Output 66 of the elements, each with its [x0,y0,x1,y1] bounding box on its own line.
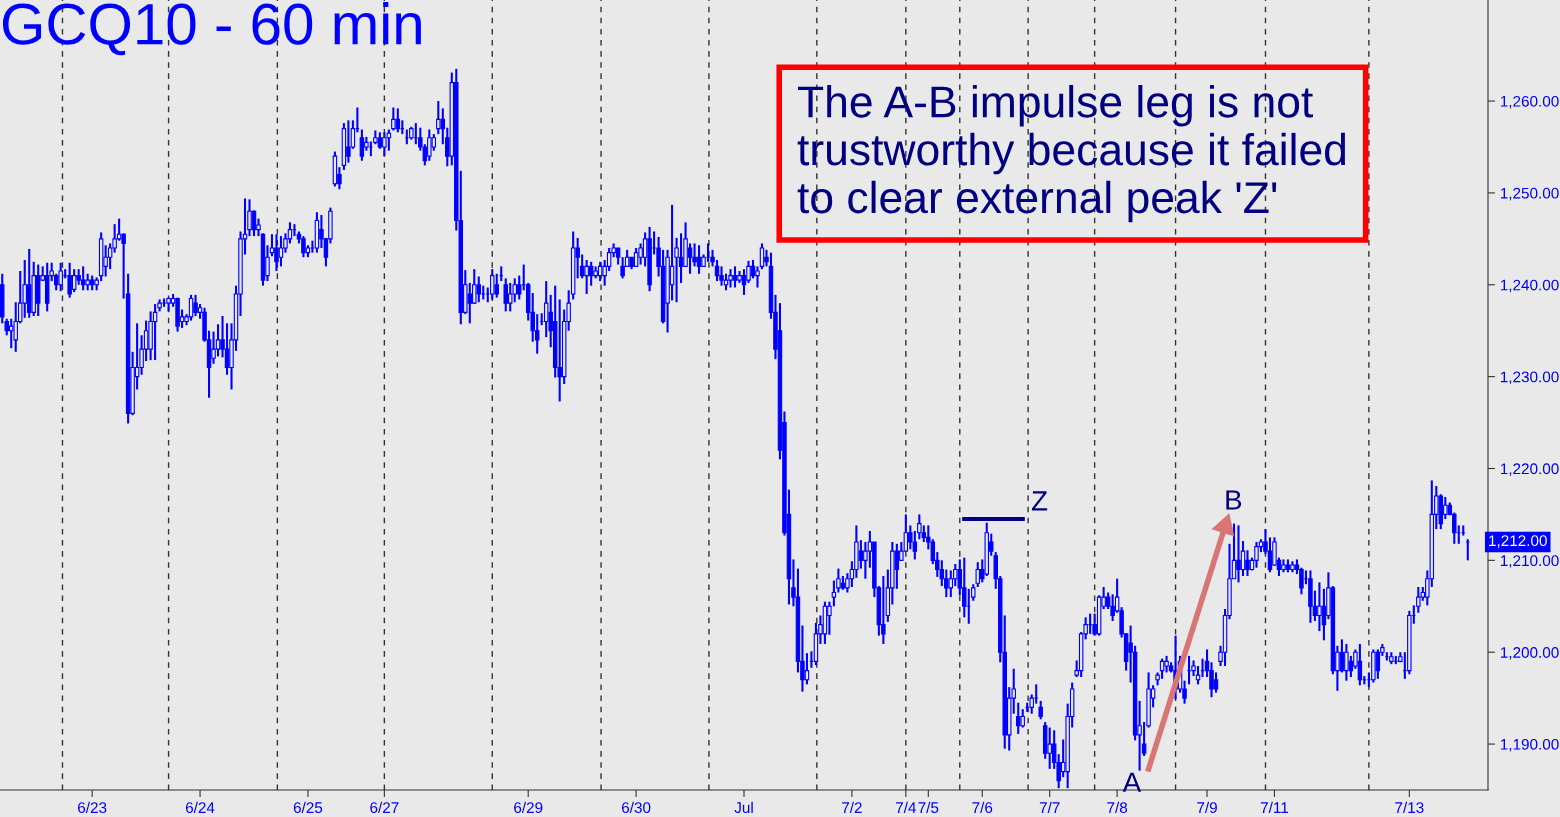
candlestick [633,246,639,268]
candlestick [278,235,284,268]
candlestick [188,293,194,322]
x-tick-label: 7/7 [1039,801,1060,814]
candlestick [193,293,198,318]
candlestick [1038,699,1043,721]
candlestick [1213,671,1219,694]
candlestick [975,561,981,589]
candlestick [346,119,351,164]
text: 1,212.00 [1489,535,1547,548]
x-tick-label: Jul [734,801,753,814]
candlestick [391,106,396,132]
y-tick-label: 1,190.00 [1500,738,1559,752]
candlestick [467,281,473,325]
y-tick-label: 1,250.00 [1500,187,1559,201]
candlestick [1245,549,1250,578]
x-tick-label: 7/9 [1197,801,1217,814]
x-tick-label: 7/4 [896,801,917,814]
candlestick [301,235,306,259]
candlestick [80,265,86,292]
candlestick [58,261,63,293]
candlestick [1236,524,1241,584]
candlestick [728,268,733,289]
candlestick [620,256,625,280]
x-tick-label: 7/2 [842,801,862,814]
annotation: A [1122,772,1142,792]
candlestick [382,131,387,158]
candlestick [638,242,643,266]
candlestick [71,268,77,294]
x-tick-label: 6/25 [293,801,323,814]
x-tick-label: 6/27 [370,801,399,814]
annotation: The A-B impulse leg is not trustworthy because it failed to clear external peak 'Z' [797,85,1346,223]
x-tick-label: 7/5 [918,801,939,814]
candlestick [1344,642,1349,682]
annotation: Z [1031,491,1048,511]
candlestick [1317,581,1322,633]
candlestick [476,275,482,304]
candlestick [827,600,832,636]
chart-title: GCQ10 - 60 min [2,2,421,56]
y-tick-label: 1,260.00 [1500,95,1559,109]
y-tick-label: 1,200.00 [1500,647,1559,660]
candlestick [359,128,365,162]
x-tick-label: 6/23 [78,801,107,814]
x-tick-label: 7/8 [1107,801,1128,814]
candlestick [1015,701,1021,736]
y-tick-label: 1,240.00 [1500,279,1559,293]
y-tick-label: 1,220.00 [1500,463,1559,476]
candlestick [732,265,738,289]
x-tick-label: 6/30 [622,801,651,814]
annotation: B [1226,490,1242,510]
candlestick [687,242,693,275]
y-tick-label: 1,230.00 [1500,371,1559,385]
y-tick-label: 1,210.00 [1500,555,1559,568]
x-tick-label: 6/29 [514,801,543,814]
x-tick-label: 7/11 [1260,801,1289,814]
x-tick-label: 7/13 [1395,801,1424,814]
candlestick [490,268,495,301]
candlestick [584,258,589,295]
candlestick [507,281,513,313]
candlestick [494,272,499,299]
candlestick [1254,540,1259,569]
candlestick [881,574,886,645]
x-tick-label: 7/6 [972,801,993,814]
candlestick [274,233,279,273]
candlestick [8,317,14,350]
x-tick-label: 6/24 [185,801,215,814]
